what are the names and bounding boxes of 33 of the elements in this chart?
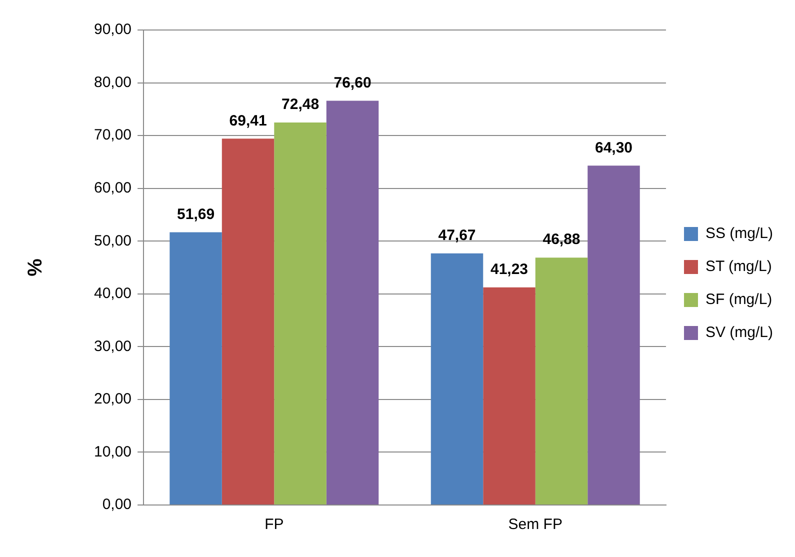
bar	[274, 122, 326, 504]
legend-label: SV (mg/L)	[705, 324, 774, 342]
y-tick-label: 50,00	[94, 232, 132, 250]
x-tick-label: FP	[264, 516, 284, 534]
bar	[430, 253, 484, 504]
legend-label: SF (mg/L)	[705, 291, 772, 308]
data-label: 69,41	[229, 112, 267, 130]
data-label: 41,23	[490, 261, 528, 278]
y-tick-label: 80,00	[94, 74, 132, 91]
y-tick-label: 60,00	[94, 179, 132, 196]
bar	[588, 166, 640, 504]
y-tick-label: 30,00	[94, 338, 132, 355]
bar	[170, 232, 222, 504]
data-label: 47,67	[438, 227, 476, 244]
data-label: 51,69	[177, 206, 215, 223]
y-tick-label: 90,00	[94, 21, 132, 38]
y-tick-label: 40,00	[94, 285, 132, 302]
bar	[483, 287, 536, 504]
y-axis-title: %	[24, 258, 47, 276]
y-tick-label: 70,00	[94, 126, 132, 144]
bar	[326, 100, 379, 504]
y-tick-label: 10,00	[94, 443, 132, 460]
legend-label: ST (mg/L)	[705, 258, 772, 276]
legend-label: SS (mg/L)	[705, 225, 774, 242]
y-tick-label: 20,00	[94, 390, 132, 408]
bar	[222, 138, 274, 504]
data-label: 76,60	[334, 74, 372, 92]
data-label: 64,30	[594, 139, 633, 156]
x-tick-label: Sem FP	[508, 516, 562, 534]
bar	[535, 258, 588, 504]
data-label: 46,88	[542, 231, 580, 248]
y-tick-label: 0,00	[102, 496, 132, 514]
data-label: 72,48	[282, 96, 320, 114]
